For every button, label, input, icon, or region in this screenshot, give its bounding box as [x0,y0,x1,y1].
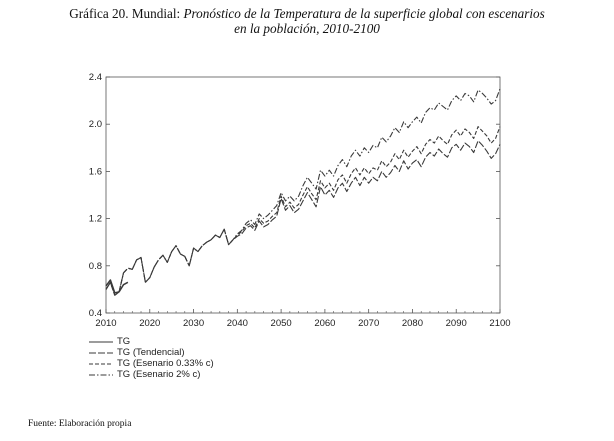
legend-swatch [89,351,113,354]
y-tick-label: 0.4 [89,308,102,319]
legend-label: TG (Esenario 0.33% c) [117,358,214,369]
x-tick-label: 2040 [227,318,248,329]
y-tick-label: 0.8 [89,261,102,272]
x-tick-label: 2050 [271,318,292,329]
x-tick-label: 2100 [489,318,510,329]
chart-legend: TG TG (Tendencial) TG (Esenario 0.33% c) TG… [88,336,214,380]
y-tick-label: 1.6 [89,166,102,177]
title-italic-line2: en la población, 2010-2100 [234,21,380,36]
title-prefix: Gráfica 20. Mundial: [69,6,184,21]
legend-swatch [89,373,113,376]
x-tick-label: 2030 [183,318,204,329]
x-tick-label: 2020 [139,318,160,329]
legend-item: TG (Esenario 2% c) [88,369,214,380]
x-tick-label: 2070 [358,318,379,329]
legend-swatch [89,340,113,343]
y-tick-label: 1.2 [89,214,102,225]
legend-item: TG (Esenario 0.33% c) [88,358,214,369]
y-tick-label: 2.0 [89,119,102,130]
x-tick-label: 2060 [314,318,335,329]
legend-swatch [89,362,113,365]
x-tick-label: 2080 [402,318,423,329]
series-line-3 [105,88,501,296]
x-tick-label: 2090 [446,318,467,329]
x-tick-label: 2010 [95,318,116,329]
legend-label: TG [117,336,131,347]
legend-label: TG (Tendencial) [117,347,185,358]
plot-frame [105,76,501,314]
legend-item: TG [88,336,214,347]
legend-label: TG (Esenario 2% c) [117,369,201,380]
series-line-0 [105,279,129,294]
chart-title: Gráfica 20. Mundial: Pronóstico de la Te… [0,6,614,36]
legend-item: TG (Tendencial) [88,347,214,358]
series-line-1 [105,140,501,296]
y-tick-label: 2.4 [89,72,102,83]
title-italic-line1: Pronóstico de la Temperatura de la super… [183,6,545,21]
source-note: Fuente: Elaboración propia [28,419,132,429]
